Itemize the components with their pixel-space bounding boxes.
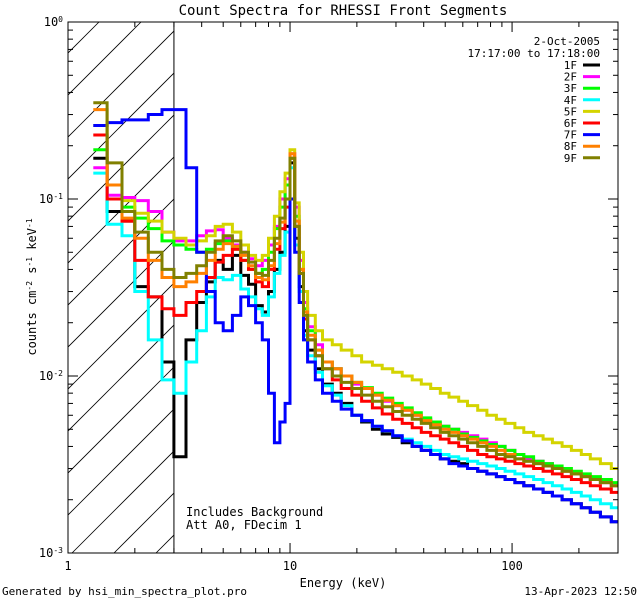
hatch-line — [0, 22, 15, 553]
legend-label-9F: 9F — [564, 152, 577, 165]
hatch-line — [68, 22, 100, 54]
hatch-line — [324, 22, 640, 553]
axes: 1 10 100 100 10-1 10-2 10-3 — [39, 15, 619, 573]
legend-label-7F: 7F — [564, 129, 577, 142]
legend-label-3F: 3F — [564, 82, 577, 95]
legend-label-5F: 5F — [564, 105, 577, 118]
hatch-line — [68, 282, 174, 390]
legend-label-4F: 4F — [564, 94, 577, 107]
hatch-line — [68, 408, 174, 516]
hatch-line — [450, 22, 640, 553]
series-line-8F — [93, 108, 618, 488]
hatch-line — [366, 22, 640, 553]
hatch-line — [68, 324, 174, 432]
y-tick-label: 10-2 — [39, 369, 63, 384]
plot-frame — [67, 21, 619, 554]
legend-label-6F: 6F — [564, 117, 577, 130]
y-tick-label: 10-1 — [39, 192, 63, 207]
series-line-6F — [93, 133, 618, 494]
annotation-attenuator: Att A0, FDecim 1 — [186, 518, 302, 532]
series-line-3F — [93, 148, 618, 485]
footer-timestamp: 13-Apr-2023 12:50 — [524, 585, 637, 598]
hatch-line — [68, 72, 174, 180]
legend-label-8F: 8F — [564, 140, 577, 153]
series-line-9F — [93, 101, 618, 488]
series-line-7F — [93, 108, 618, 524]
legend-label-2F: 2F — [564, 71, 577, 84]
chart-title: Count Spectra for RHESSI Front Segments — [179, 3, 508, 19]
x-axis-label: Energy (keV) — [300, 576, 387, 590]
y-tick-label: 100 — [44, 15, 63, 30]
legend-label-1F: 1F — [564, 59, 577, 72]
series-lines — [93, 22, 618, 553]
y-axis-label: counts cm-2 s-1 keV-1 — [25, 218, 40, 355]
hatch-line — [68, 22, 142, 96]
y-tick-label: 10-3 — [39, 546, 63, 561]
hatch-line — [618, 22, 640, 553]
series-line-5F — [93, 124, 618, 470]
series-line-4F — [93, 166, 618, 510]
x-tick-label: 100 — [501, 559, 523, 573]
hatch-line — [68, 198, 174, 306]
hatch-line — [71, 450, 174, 553]
legend-date: 2-Oct-2005 — [534, 35, 600, 48]
annotation-background: Includes Background — [186, 505, 323, 519]
legend-time-range: 17:17:00 to 17:18:00 — [468, 47, 600, 60]
hatch-line — [68, 366, 174, 474]
x-tick-label: 1 — [64, 559, 71, 573]
hatch-line — [68, 240, 174, 348]
legend: 2-Oct-2005 17:17:00 to 17:18:00 1F2F3F4F… — [468, 35, 600, 165]
footer-generated-by: Generated by hsi_min_spectra_plot.pro — [2, 585, 247, 598]
x-tick-label: 10 — [283, 559, 297, 573]
